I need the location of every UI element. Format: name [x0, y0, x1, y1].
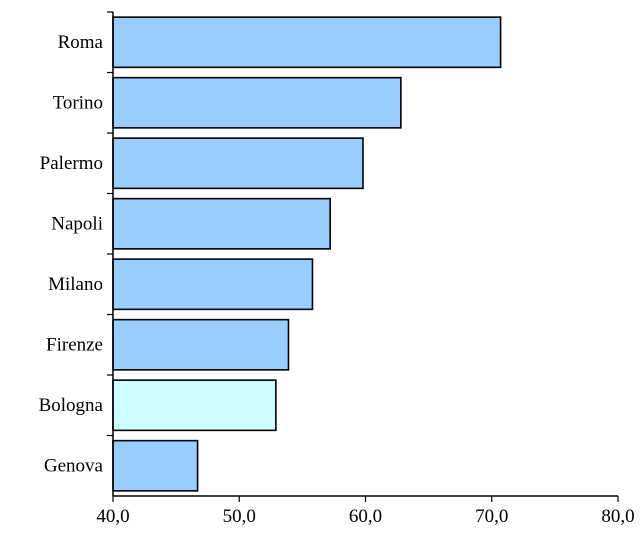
category-label-torino: Torino	[53, 92, 103, 113]
bar-firenze	[112, 318, 290, 371]
x-tick-label: 70,0	[475, 506, 508, 527]
bar-roma	[112, 16, 502, 69]
ticks-group	[107, 11, 619, 502]
labels-group: Roma Torino Palermo Napoli Milano Firenze Bolo…	[39, 32, 635, 527]
bar-torino	[112, 76, 402, 129]
bar-palermo	[112, 137, 364, 190]
category-label-napoli: Napoli	[51, 213, 103, 234]
category-label-milano: Milano	[48, 274, 103, 295]
category-label-bologna: Bologna	[39, 395, 104, 416]
category-label-roma: Roma	[58, 32, 104, 53]
x-tick-label: 60,0	[349, 506, 382, 527]
category-label-firenze: Firenze	[46, 334, 103, 355]
category-label-genova: Genova	[44, 455, 104, 476]
x-tick-label: 50,0	[223, 506, 256, 527]
category-label-palermo: Palermo	[40, 153, 103, 174]
bar-milano	[112, 258, 314, 311]
bar-bologna	[112, 379, 277, 432]
bar-genova	[112, 439, 199, 492]
x-tick-label: 80,0	[601, 506, 634, 527]
x-tick-label: 40,0	[96, 506, 129, 527]
bar-napoli	[112, 197, 331, 250]
bars-group	[112, 16, 502, 492]
